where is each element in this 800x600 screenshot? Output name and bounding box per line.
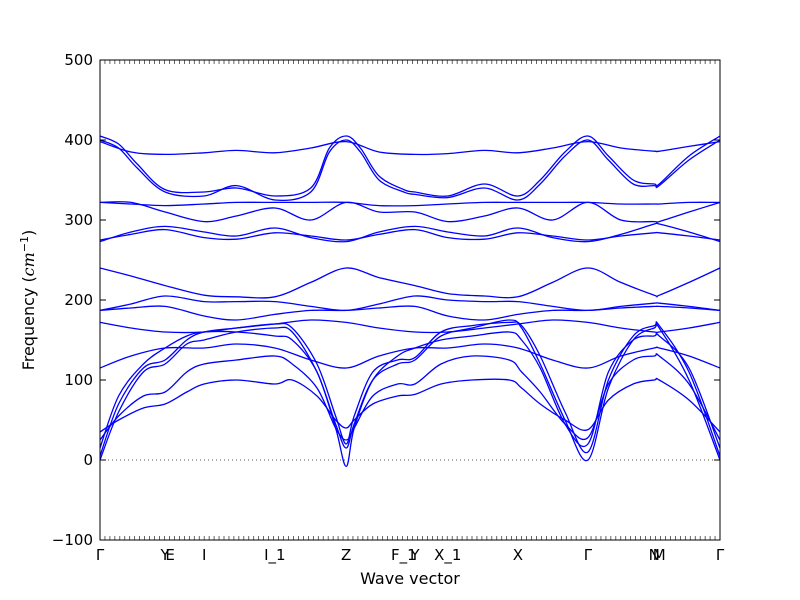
band-lines [100, 135, 720, 468]
x-tick-label: F_1 [391, 546, 417, 565]
band-16 [100, 353, 720, 441]
band-7 [100, 228, 720, 241]
x-tick-label: M [653, 546, 666, 564]
x-ticks: Γ YE I I_1 Z F_1Y X_1 X Γ NM Γ [96, 60, 725, 565]
x-tick-label: Γ [716, 546, 725, 564]
x-tick-label: E [165, 546, 174, 564]
y-axis-title-suffix: ) [19, 230, 38, 236]
band-4 [100, 201, 720, 224]
band-14 [100, 321, 720, 457]
x-tick-label: N [649, 546, 660, 564]
band-10 [100, 305, 720, 321]
x-tick-label: Y [409, 546, 420, 564]
band-8 [100, 267, 720, 299]
band-1 [100, 135, 720, 197]
plot-frame [99, 59, 721, 541]
band-12 [100, 343, 720, 369]
y-axis-title: Frequency (cm−1) [18, 230, 38, 371]
band-3 [100, 140, 720, 156]
band-5 [100, 201, 720, 207]
x-tick-label: Z [341, 546, 351, 564]
x-tick-label: Γ [96, 546, 105, 564]
band-9 [100, 295, 720, 312]
y-axis-title-prefix: Frequency ( [19, 276, 38, 370]
x-axis-title: Wave vector [360, 569, 460, 588]
x-tick-label: I_1 [264, 546, 285, 565]
band-6 [100, 222, 720, 243]
x-tick-label: Γ [584, 546, 593, 564]
band-15 [100, 330, 720, 468]
y-tick-label: 400 [64, 131, 93, 149]
band-17 [100, 377, 720, 433]
x-tick-label: X_1 [434, 546, 461, 565]
x-tick-label: Y [160, 546, 171, 564]
y-axis-unit: cm [19, 252, 38, 276]
band-13 [100, 319, 720, 462]
y-tick-label: 100 [64, 371, 93, 389]
y-tick-label: −100 [52, 531, 93, 549]
x-tick-label: X [513, 546, 523, 564]
x-tick-label: I [202, 546, 206, 564]
y-tick-label: 300 [64, 211, 93, 229]
y-tick-label: 200 [64, 291, 93, 309]
y-tick-label: 0 [83, 451, 93, 469]
y-tick-label: 500 [64, 51, 93, 69]
band-2 [100, 139, 720, 201]
y-axis-unit-exponent: −1 [18, 236, 31, 252]
